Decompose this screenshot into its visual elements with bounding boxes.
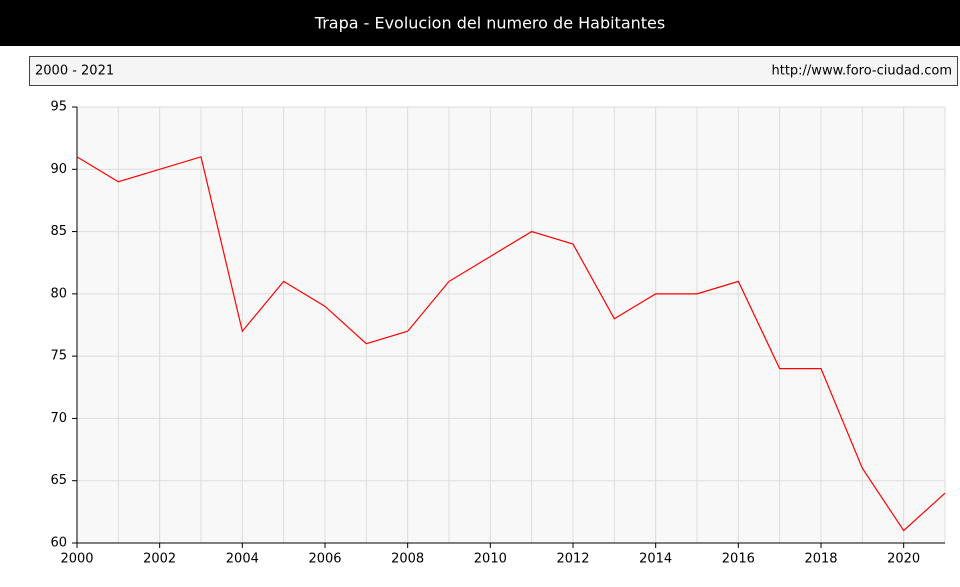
x-tick-label: 2006 xyxy=(308,552,341,567)
x-tick-label: 2000 xyxy=(60,552,93,567)
data-line xyxy=(76,156,946,532)
x-tick-label: 2018 xyxy=(804,552,837,567)
x-tick-label: 2002 xyxy=(143,552,176,567)
x-tick-label: 2012 xyxy=(556,552,589,567)
x-tick-label: 2016 xyxy=(722,552,755,567)
plot-area xyxy=(77,107,945,543)
x-tick-label: 2014 xyxy=(639,552,672,567)
y-tick-label: 70 xyxy=(50,411,67,426)
y-tick-label: 90 xyxy=(50,162,67,177)
x-tick-label: 2008 xyxy=(391,552,424,567)
x-tick-label: 2010 xyxy=(474,552,507,567)
title-bar xyxy=(0,0,960,46)
source: http://www.foro-ciudad.com xyxy=(771,64,952,79)
y-tick-label: 75 xyxy=(50,349,67,364)
y-tick-label: 85 xyxy=(50,224,67,239)
y-tick-label: 65 xyxy=(50,473,67,488)
subtitle: 2000 - 2021 xyxy=(35,64,114,79)
x-tick-label: 2004 xyxy=(226,552,259,567)
x-tick-label: 2020 xyxy=(887,552,920,567)
y-tick-label: 80 xyxy=(50,286,67,301)
subtitle-bar xyxy=(29,56,958,86)
y-tick-label: 95 xyxy=(50,100,67,115)
y-tick-label: 60 xyxy=(50,536,67,551)
chart-title: Trapa - Evolucion del numero de Habitant… xyxy=(314,14,665,33)
